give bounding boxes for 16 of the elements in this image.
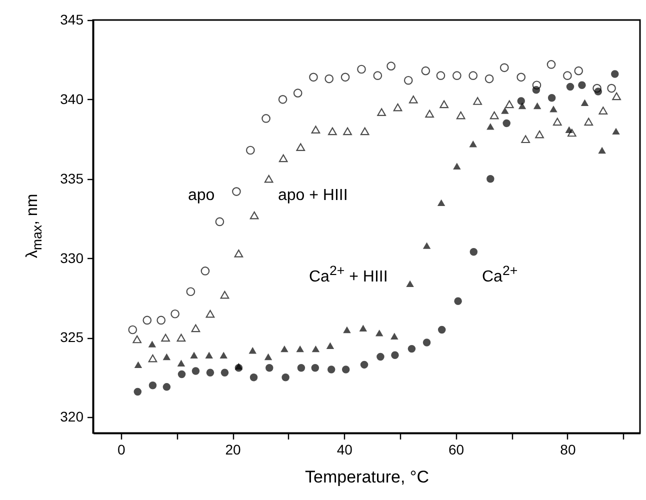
x-tick-label: 40 — [336, 442, 353, 458]
y-tick-label: 325 — [60, 329, 84, 346]
y-tick-label: 330 — [60, 250, 84, 266]
series-label: apo — [188, 187, 215, 204]
x-axis-title: Temperature, °C — [305, 468, 429, 486]
x-tick-label: 20 — [225, 442, 242, 458]
x-tick-label: 60 — [448, 442, 464, 458]
y-tick-label: 345 — [60, 12, 84, 28]
y-tick-label: 320 — [60, 408, 84, 425]
x-tick-label: 80 — [560, 442, 576, 458]
y-tick-label: 340 — [60, 90, 84, 107]
series-label: Ca$^{2+}$ + HIII — [309, 263, 388, 286]
series-label: apo + HIII — [278, 187, 348, 204]
y-tick-label: 335 — [60, 170, 84, 186]
series-label: Ca$^{2+}$ — [482, 263, 518, 286]
x-tick-label: 0 — [118, 442, 126, 458]
